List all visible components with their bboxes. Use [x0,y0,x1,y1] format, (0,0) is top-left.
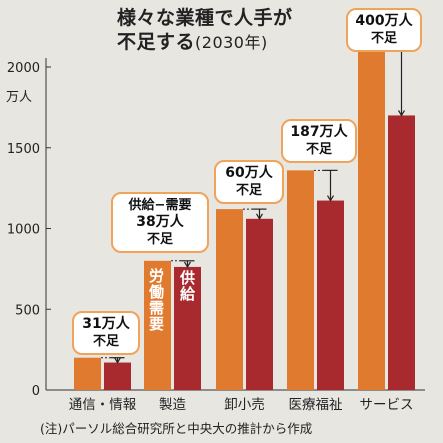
shortage-callout-seizo: 供給−需要 38万人 不足 [111,192,209,253]
bar-supply [317,200,344,390]
x-category-label: 通信・情報 [69,397,137,413]
y-axis-unit: 万人 [6,90,33,105]
bar-demand [358,50,385,390]
y-tick-label: 1500 [7,142,40,157]
shortage-arrowhead [113,357,122,364]
shortage-arrowhead [255,213,264,220]
source-note: (注)パーソル総合研究所と中央大の推計から作成 [40,421,313,436]
bar-demand [144,260,171,390]
shortage-arrowhead [397,110,406,117]
y-tick-label: 1000 [7,223,40,238]
callout-formula: 供給−需要 [128,198,192,213]
shortage-callout-oroshi: 60万人 不足 [214,160,284,204]
title-line-2-text: 不足する [117,31,196,53]
shortage-callout-iryo: 187万人 不足 [281,119,357,163]
bar-demand [216,209,243,390]
x-category-label: 医療福祉 [289,396,343,413]
callout-amount: 38万人 [136,214,184,230]
bar-supply [388,115,415,390]
callout-label: 不足 [146,232,173,247]
x-category-label: 製造 [159,397,186,413]
callout-amount: 31万人 [82,316,130,332]
title-line-1: 様々な業種で人手が [117,7,293,29]
bar-demand [287,170,314,390]
callout-amount: 187万人 [290,124,348,140]
bar-supply [104,362,131,390]
callout-label: 不足 [235,183,262,198]
shortage-arrowhead [326,195,335,202]
chart-title: 様々な業種で人手が 不足する(2030年) [117,6,293,55]
x-category-label: 卸小売 [224,397,265,413]
legend-label-supply: 供給 [178,270,196,302]
shortage-callout-service: 400万人 不足 [346,8,422,52]
y-tick-label: 0 [32,384,40,399]
shortage-callout-tsushin: 31万人 不足 [72,311,140,355]
title-line-2: 不足する(2030年) [117,30,293,55]
bar-supply [246,218,273,390]
callout-amount: 60万人 [225,165,273,181]
callout-label: 不足 [305,142,332,157]
callout-label: 不足 [92,334,119,349]
title-year: (2030年) [195,33,268,52]
legend-label-demand: 労働需要 [147,268,165,332]
y-tick-label: 500 [15,303,40,318]
x-category-label: サービス [360,397,414,413]
callout-label: 不足 [370,31,397,46]
bar-supply [174,266,201,390]
bar-demand [74,357,101,390]
y-tick-label: 2000 [7,61,40,76]
shortage-arrowhead [183,261,192,269]
callout-amount: 400万人 [355,13,413,29]
